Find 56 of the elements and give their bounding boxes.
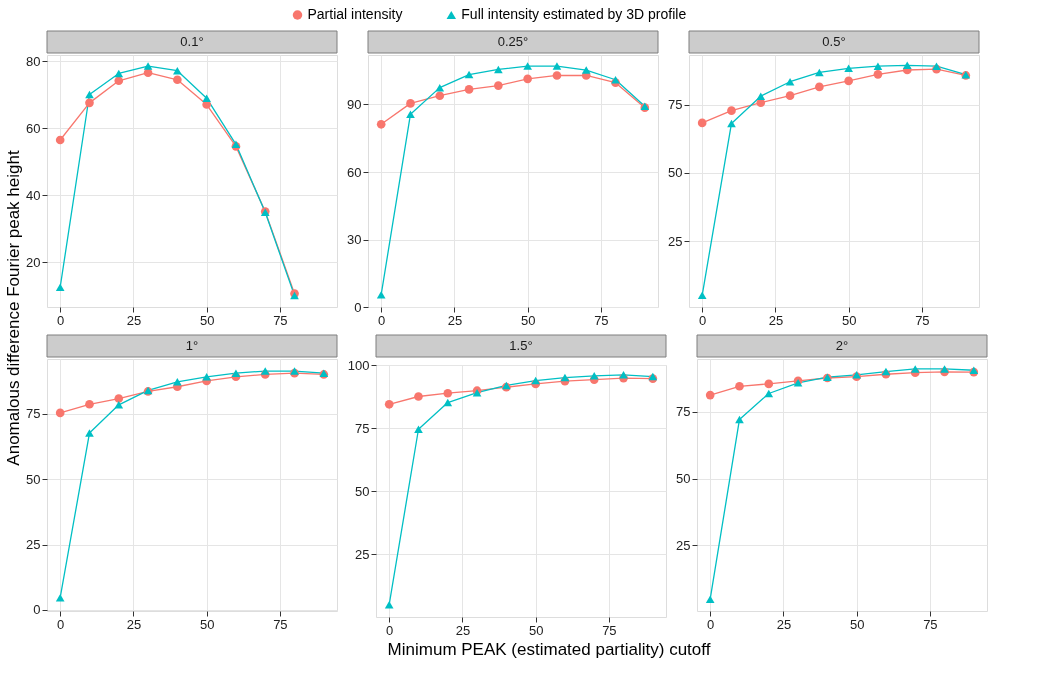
x-tick-label: 50 (520, 312, 536, 328)
x-tick-label: 75 (273, 312, 288, 328)
x-tick-label: 25 (126, 312, 142, 328)
y-tick-label: 50 (676, 471, 691, 487)
x-tick-label: 25 (455, 622, 471, 638)
y-tick-label: 60 (26, 120, 41, 136)
x-tick-label: 50 (528, 622, 544, 638)
x-tick-label: 75 (273, 616, 288, 632)
x-tick-label: 25 (126, 616, 142, 632)
y-tick-label: 25 (26, 537, 41, 553)
y-axis-title: Anomalous difference Fourier peak height (4, 150, 23, 466)
chart-title: 1° (185, 338, 199, 353)
x-tick-label: 75 (915, 312, 930, 328)
y-tick-label: 100 (347, 357, 370, 373)
x-tick-label: 25 (776, 616, 792, 632)
y-tick-label: 40 (26, 187, 41, 203)
chart-title: 0.1° (180, 34, 204, 49)
y-tick-label: 75 (676, 404, 691, 420)
x-tick-label: 0 (57, 616, 65, 632)
y-tick-label: 50 (668, 165, 683, 181)
chart-title: 0.5° (822, 34, 846, 49)
x-tick-label: 25 (768, 312, 784, 328)
y-tick-label: 25 (355, 546, 370, 562)
x-tick-label: 0 (57, 312, 65, 328)
y-tick-label: 75 (26, 406, 41, 422)
x-tick-label: 50 (849, 616, 865, 632)
y-tick-label: 25 (668, 233, 683, 249)
chart-title: 1.5° (509, 338, 533, 353)
y-tick-label: 50 (355, 483, 370, 499)
y-tick-label: 50 (26, 471, 41, 487)
x-tick-label: 0 (707, 616, 715, 632)
y-tick-label: 60 (347, 164, 362, 180)
y-tick-label: 75 (668, 97, 683, 113)
y-tick-label: 25 (676, 537, 691, 553)
legend-label: Full intensity estimated by 3D profile (461, 6, 687, 22)
chart-title: 0.25° (497, 34, 529, 49)
y-tick-label: 0 (33, 602, 41, 618)
x-tick-label: 75 (594, 312, 609, 328)
x-tick-label: 50 (841, 312, 857, 328)
x-axis-title: Minimum PEAK (estimated partiality) cutoff (387, 640, 711, 659)
x-tick-label: 0 (386, 622, 394, 638)
x-tick-label: 0 (378, 312, 386, 328)
x-tick-label: 50 (199, 616, 215, 632)
x-tick-label: 75 (923, 616, 938, 632)
y-tick-label: 90 (347, 97, 362, 112)
y-tick-label: 30 (347, 232, 362, 247)
chart-title: 2° (835, 338, 849, 353)
x-tick-label: 25 (447, 312, 463, 328)
legend-label: Partial intensity (307, 6, 403, 22)
x-tick-label: 50 (199, 312, 215, 328)
y-tick-label: 0 (354, 299, 362, 315)
x-tick-label: 75 (602, 622, 617, 638)
y-tick-label: 80 (26, 53, 41, 69)
y-tick-label: 75 (355, 420, 370, 436)
y-tick-label: 20 (26, 254, 41, 270)
x-tick-label: 0 (699, 312, 707, 328)
